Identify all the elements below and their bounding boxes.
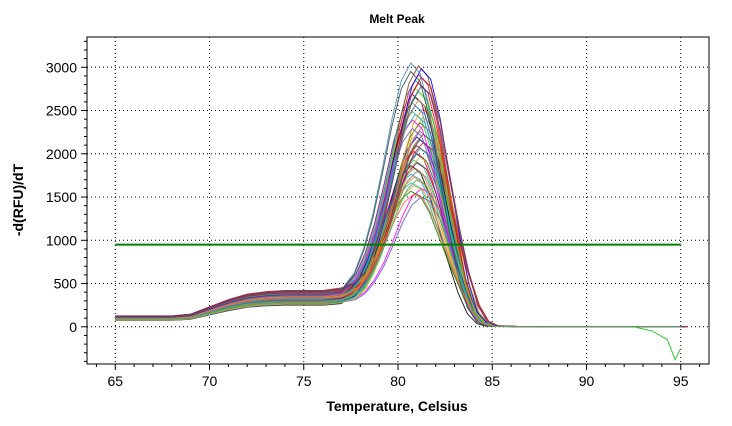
melt-curve [115,145,681,328]
y-tick-label: 3000 [46,59,77,75]
melt-curves [115,62,687,361]
x-tick-label: 65 [107,373,123,389]
y-axis: 0 500 1000 1500 2000 2500 3000 [46,40,87,362]
x-tick-label: 85 [484,373,500,389]
y-axis-label: -d(RFU)/dT [10,163,26,236]
melt-curve [115,116,687,328]
x-axis: 65 70 75 80 85 90 95 [95,364,701,389]
melt-curve [115,139,684,328]
y-tick-label: 2500 [46,103,77,119]
y-tick-label: 1000 [46,232,77,248]
melt-curve [115,150,678,328]
y-tick-label: 0 [69,319,77,335]
x-tick-label: 70 [202,373,218,389]
melt-curve [115,196,686,328]
x-tick-label: 90 [579,373,595,389]
y-tick-label: 500 [54,276,78,292]
outlier-tail-curve [633,326,682,361]
x-tick-label: 75 [296,373,312,389]
chart-title: Melt Peak [369,12,425,26]
y-tick-label: 2000 [46,146,77,162]
x-tick-label: 80 [390,373,406,389]
y-tick-label: 1500 [46,189,77,205]
melt-curve [115,84,686,328]
melt-curve [115,133,687,328]
melt-curve [115,179,681,328]
x-tick-label: 95 [673,373,689,389]
x-axis-label: Temperature, Celsius [326,398,468,414]
